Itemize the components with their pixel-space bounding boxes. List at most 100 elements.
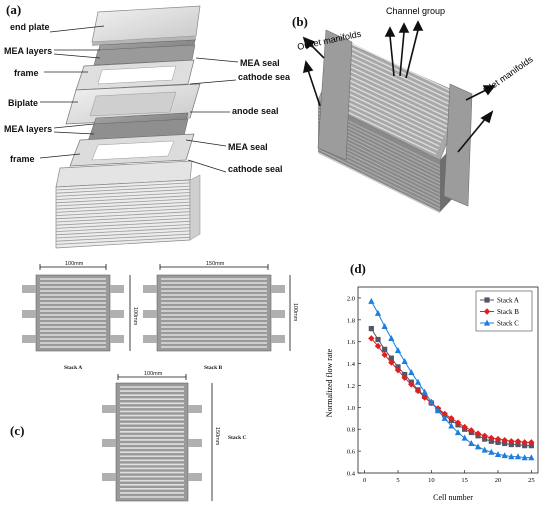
manifold-diagram: Channel group Outlet manifolds Inlet man… bbox=[296, 6, 535, 214]
point-stack-a bbox=[382, 346, 388, 352]
stack-b-plate: 150mm 100mm Stack B bbox=[143, 261, 298, 371]
legend-marker-stack-a bbox=[484, 297, 490, 303]
point-stack-c bbox=[488, 448, 495, 455]
y-tick-label: 1.4 bbox=[347, 361, 356, 368]
point-stack-b bbox=[481, 432, 488, 439]
point-stack-a bbox=[508, 441, 514, 448]
point-stack-b bbox=[421, 394, 428, 401]
flow-rate-chart: 0.4 0.6 0.8 1.0 1.2 1.4 1.6 1.8 2.0 0 5 10 15 20 25 St… bbox=[325, 286, 539, 502]
stack-a-plate: 100mm 100mm Stack A bbox=[22, 261, 138, 371]
point-stack-c bbox=[421, 388, 428, 395]
point-stack-b bbox=[501, 436, 508, 444]
legend-label-stack-b: Stack B bbox=[497, 308, 519, 316]
stack-a-name: Stack A bbox=[64, 365, 82, 371]
point-stack-b bbox=[414, 387, 422, 395]
exploded-stack-diagram: end plate MEA layers frame MEA seal cath… bbox=[4, 5, 293, 249]
stack-a-height: 100mm bbox=[132, 307, 138, 326]
point-stack-c bbox=[414, 378, 422, 385]
point-stack-c bbox=[514, 453, 522, 460]
stack-b-width: 150mm bbox=[206, 261, 225, 267]
point-stack-c bbox=[408, 368, 415, 375]
label-frame-1: frame bbox=[14, 68, 39, 78]
stack-c-name: Stack C bbox=[228, 435, 247, 441]
point-stack-b bbox=[441, 410, 448, 418]
point-stack-a bbox=[502, 440, 508, 447]
point-stack-a bbox=[375, 336, 381, 343]
point-stack-b bbox=[514, 438, 522, 445]
legend-marker-stack-b bbox=[483, 308, 491, 315]
point-stack-c bbox=[454, 429, 462, 436]
y-tick-label: 0.4 bbox=[347, 471, 356, 478]
point-stack-c bbox=[428, 398, 435, 405]
point-stack-b bbox=[474, 430, 482, 437]
y-tick-label: 2.0 bbox=[347, 295, 355, 302]
label-inlet-manifolds: Inlet manifolds bbox=[481, 54, 535, 96]
point-stack-a bbox=[395, 364, 401, 370]
point-stack-b bbox=[368, 335, 375, 342]
x-tick-label: 10 bbox=[428, 477, 435, 484]
label-channel-group: Channel group bbox=[386, 6, 445, 16]
point-stack-b bbox=[388, 359, 395, 366]
frame-layer-top bbox=[75, 59, 195, 91]
point-stack-c bbox=[501, 452, 508, 459]
point-stack-c bbox=[374, 309, 382, 316]
label-biplate: Biplate bbox=[8, 98, 38, 108]
legend-label-stack-a: Stack A bbox=[497, 297, 519, 305]
label-end-plate: end plate bbox=[10, 22, 50, 32]
point-stack-c bbox=[394, 347, 402, 354]
leader-lines bbox=[39, 25, 239, 173]
y-tick-label: 1.0 bbox=[347, 405, 355, 412]
y-tick-label: 1.6 bbox=[347, 339, 356, 346]
panel-a: (a) bbox=[0, 0, 293, 255]
x-tick-label: 20 bbox=[495, 477, 502, 484]
stack-c-width: 100mm bbox=[144, 371, 163, 377]
point-stack-c bbox=[528, 454, 535, 461]
point-stack-c bbox=[474, 443, 482, 450]
point-stack-b bbox=[488, 434, 495, 442]
point-stack-b bbox=[381, 351, 388, 359]
end-plate-layer bbox=[91, 5, 201, 46]
point-stack-c bbox=[381, 322, 388, 329]
point-stack-a bbox=[368, 325, 374, 332]
point-stack-c bbox=[401, 358, 408, 364]
point-stack-a bbox=[522, 443, 528, 449]
panel-d: (d) 0.4 0.6 0.8 1.0 1.2 1.4 1.6 1.8 2.0 0 5 10 15 20 2… bbox=[310, 255, 550, 508]
point-stack-b bbox=[448, 415, 455, 422]
point-stack-b bbox=[494, 435, 502, 443]
stack-plates-diagram: 100mm 100mm Stack A 150mm 100m bbox=[22, 261, 298, 502]
point-stack-a bbox=[482, 436, 488, 442]
point-stack-c bbox=[481, 446, 488, 453]
point-stack-b bbox=[461, 423, 468, 431]
y-tick-label: 0.6 bbox=[347, 449, 356, 456]
point-stack-c bbox=[448, 422, 455, 429]
x-tick-label: 5 bbox=[396, 477, 399, 484]
stack-c-height: 150mm bbox=[214, 427, 220, 446]
point-stack-c bbox=[468, 440, 475, 447]
point-stack-a bbox=[515, 441, 521, 448]
panel-c-label: (c) bbox=[10, 423, 25, 438]
x-tick-label: 0 bbox=[363, 477, 366, 484]
point-stack-b bbox=[401, 374, 408, 382]
label-mea-layers-1: MEA layers bbox=[4, 46, 52, 56]
flow-arrows bbox=[302, 20, 496, 153]
point-stack-b bbox=[374, 342, 382, 350]
point-stack-c bbox=[441, 414, 448, 421]
panel-b: (b) Channel group Outlet manifolds Inlet… bbox=[290, 0, 550, 255]
point-stack-a bbox=[402, 371, 408, 378]
chart-ylabel: Normalized flow rate bbox=[325, 348, 334, 417]
stack-b-name: Stack B bbox=[204, 365, 223, 371]
point-stack-a bbox=[528, 443, 534, 449]
label-frame-2: frame bbox=[10, 154, 35, 164]
panel-b-label: (b) bbox=[292, 14, 308, 29]
x-tick-label: 15 bbox=[461, 477, 468, 484]
point-stack-b bbox=[394, 366, 402, 374]
panel-d-label: (d) bbox=[350, 261, 366, 276]
stack-c-plate: 100mm 150mm Stack C bbox=[102, 371, 247, 502]
point-stack-c bbox=[521, 454, 528, 461]
point-stack-c bbox=[434, 407, 442, 414]
label-cathode-seal-2: cathode seal bbox=[228, 164, 283, 174]
point-stack-c bbox=[494, 451, 502, 457]
point-stack-b bbox=[454, 419, 462, 426]
frame-layer-bottom bbox=[69, 133, 195, 167]
y-tick-label: 1.2 bbox=[347, 383, 355, 390]
